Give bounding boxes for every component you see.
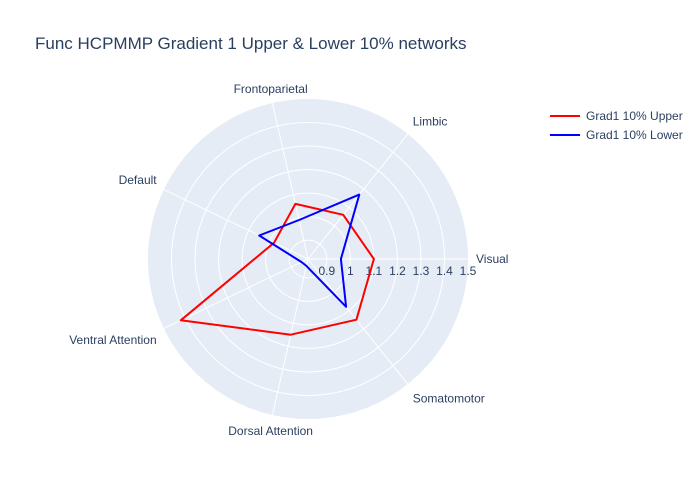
spoke-5 (271, 102, 309, 260)
category-labels: Visual Somatomotor Dorsal Attention Ventral… (69, 82, 508, 438)
spoke-2 (271, 258, 309, 416)
radial-tick-label: 1.3 (413, 264, 430, 278)
spoke-4 (163, 189, 309, 260)
legend-item-upper[interactable]: Grad1 10% Upper (550, 106, 683, 125)
category-label: Visual (476, 252, 508, 266)
series-line-1[interactable] (258, 193, 361, 308)
radial-tick-label: 1.4 (436, 264, 453, 278)
category-label: Frontoparietal (234, 82, 308, 96)
category-label: Limbic (413, 115, 448, 129)
legend-swatch-lower (550, 133, 580, 136)
radial-tick-label: 1.2 (389, 264, 406, 278)
legend-item-lower[interactable]: Grad1 10% Lower (550, 125, 683, 144)
category-label: Somatomotor (413, 391, 485, 405)
legend-label-upper: Grad1 10% Upper (586, 108, 683, 123)
legend-swatch-upper (550, 114, 580, 117)
spoke-1 (307, 258, 409, 385)
series-layer (179, 193, 375, 336)
spoke-3 (163, 258, 309, 329)
category-label: Default (119, 173, 158, 187)
legend: Grad1 10% Upper Grad1 10% Lower (550, 106, 683, 144)
category-label: Ventral Attention (69, 333, 156, 347)
category-label: Dorsal Attention (228, 424, 313, 438)
radial-tick-label: 0.9 (318, 264, 335, 278)
chart-title: Func HCPMMP Gradient 1 Upper & Lower 10%… (35, 34, 467, 53)
legend-label-lower: Grad1 10% Lower (586, 127, 683, 142)
polar-grid (163, 102, 468, 416)
series-line-0[interactable] (179, 202, 375, 336)
radial-tick-label: 1 (347, 264, 354, 278)
radial-tick-label: 1.5 (460, 264, 477, 278)
